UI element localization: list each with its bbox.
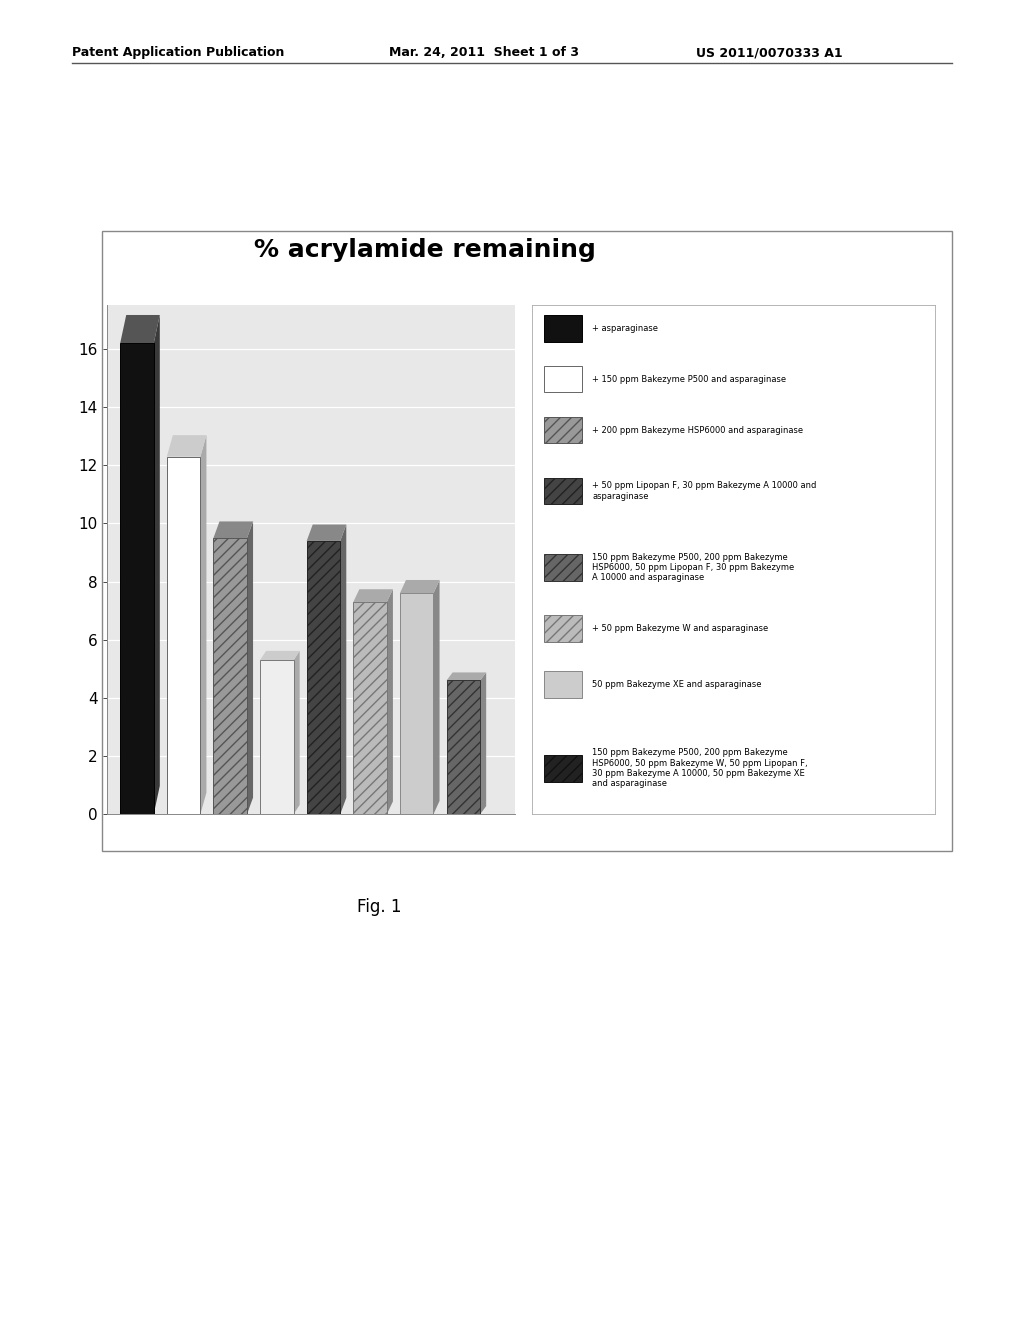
Bar [544, 417, 582, 444]
Bar [544, 478, 582, 504]
Polygon shape [201, 436, 207, 814]
Text: Mar. 24, 2011  Sheet 1 of 3: Mar. 24, 2011 Sheet 1 of 3 [389, 46, 580, 59]
Text: 150 ppm Bakezyme P500, 200 ppm Bakezyme
HSP6000, 50 ppm Lipopan F, 30 ppm Bakezy: 150 ppm Bakezyme P500, 200 ppm Bakezyme … [592, 553, 795, 582]
Polygon shape [154, 315, 160, 814]
Bar [446, 680, 480, 814]
Bar [260, 660, 294, 814]
Bar [544, 755, 582, 781]
Polygon shape [353, 589, 393, 602]
Polygon shape [120, 315, 160, 343]
Text: 50 ppm Bakezyme XE and asparaginase: 50 ppm Bakezyme XE and asparaginase [592, 680, 762, 689]
Polygon shape [167, 436, 207, 457]
Text: % acrylamide remaining: % acrylamide remaining [254, 238, 596, 261]
Text: + asparaginase: + asparaginase [592, 323, 658, 333]
Text: Patent Application Publication: Patent Application Publication [72, 46, 284, 59]
Polygon shape [387, 589, 393, 814]
Bar [544, 672, 582, 698]
Bar [353, 602, 387, 814]
Bar [167, 457, 201, 814]
Polygon shape [480, 672, 486, 814]
Text: + 50 ppm Lipopan F, 30 ppm Bakezyme A 10000 and
asparaginase: + 50 ppm Lipopan F, 30 ppm Bakezyme A 10… [592, 482, 816, 500]
Text: + 50 ppm Bakezyme W and asparaginase: + 50 ppm Bakezyme W and asparaginase [592, 624, 768, 634]
Bar [120, 343, 154, 814]
Bar [213, 539, 247, 814]
Polygon shape [433, 579, 439, 814]
Bar [544, 554, 582, 581]
Bar [544, 366, 582, 392]
Text: US 2011/0070333 A1: US 2011/0070333 A1 [696, 46, 843, 59]
Bar [544, 615, 582, 642]
Polygon shape [340, 524, 346, 814]
Polygon shape [400, 579, 439, 593]
Polygon shape [260, 651, 300, 660]
Polygon shape [213, 521, 253, 539]
Text: + 200 ppm Bakezyme HSP6000 and asparaginase: + 200 ppm Bakezyme HSP6000 and asparagin… [592, 425, 803, 434]
Text: Fig. 1: Fig. 1 [357, 898, 402, 916]
Polygon shape [247, 521, 253, 814]
Text: 150 ppm Bakezyme P500, 200 ppm Bakezyme
HSP6000, 50 ppm Bakezyme W, 50 ppm Lipop: 150 ppm Bakezyme P500, 200 ppm Bakezyme … [592, 748, 808, 788]
Polygon shape [294, 651, 300, 814]
Bar [306, 541, 340, 814]
Bar [544, 315, 582, 342]
Polygon shape [446, 672, 486, 680]
Polygon shape [306, 524, 346, 541]
Text: + 150 ppm Bakezyme P500 and asparaginase: + 150 ppm Bakezyme P500 and asparaginase [592, 375, 786, 384]
Bar [400, 593, 433, 814]
